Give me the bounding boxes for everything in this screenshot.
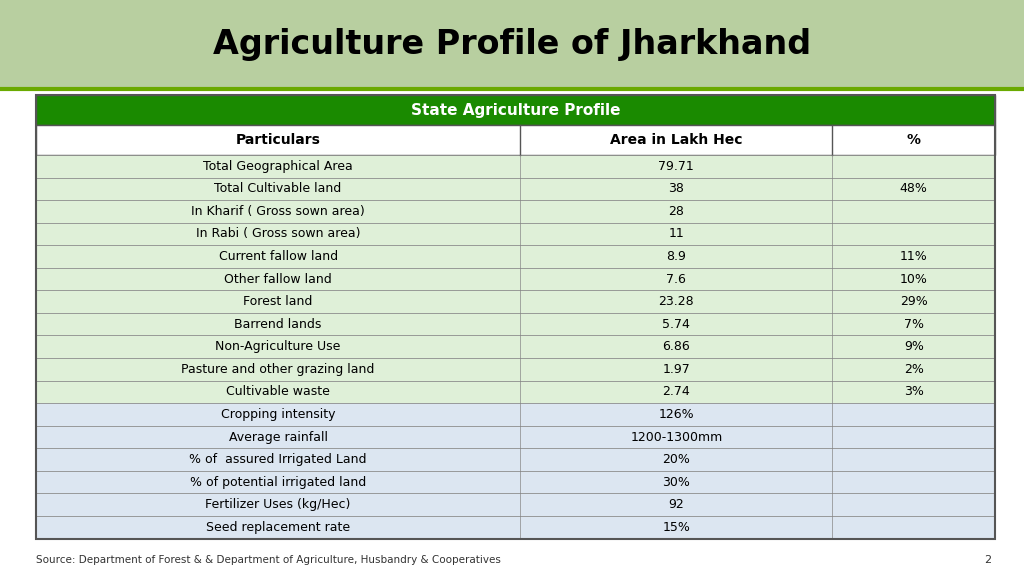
Text: 38: 38 [669,182,684,195]
Text: 11%: 11% [900,250,928,263]
Text: Forest land: Forest land [244,295,312,308]
Text: Cropping intensity: Cropping intensity [221,408,336,421]
Text: % of potential irrigated land: % of potential irrigated land [190,476,367,488]
Text: Current fallow land: Current fallow land [218,250,338,263]
Text: 8.9: 8.9 [667,250,686,263]
Text: 5.74: 5.74 [663,318,690,331]
Text: Agriculture Profile of Jharkhand: Agriculture Profile of Jharkhand [213,28,811,61]
Text: Seed replacement rate: Seed replacement rate [206,521,350,534]
FancyBboxPatch shape [36,448,995,471]
Text: 28: 28 [669,205,684,218]
FancyBboxPatch shape [36,177,995,200]
Text: 11: 11 [669,228,684,240]
Text: 2%: 2% [904,363,924,376]
Text: 9%: 9% [904,340,924,353]
FancyBboxPatch shape [36,335,995,358]
FancyBboxPatch shape [36,381,995,403]
FancyBboxPatch shape [36,290,995,313]
Text: Particulars: Particulars [236,133,321,147]
Text: Total Geographical Area: Total Geographical Area [203,160,353,173]
Text: 48%: 48% [900,182,928,195]
Text: 7%: 7% [904,318,924,331]
FancyBboxPatch shape [36,403,995,426]
FancyBboxPatch shape [36,95,995,125]
Text: 30%: 30% [663,476,690,488]
FancyBboxPatch shape [36,313,995,335]
Text: State Agriculture Profile: State Agriculture Profile [411,103,621,118]
Text: 20%: 20% [663,453,690,466]
Text: 126%: 126% [658,408,694,421]
Text: Fertilizer Uses (kg/Hec): Fertilizer Uses (kg/Hec) [206,498,351,511]
FancyBboxPatch shape [36,125,995,155]
FancyBboxPatch shape [36,471,995,494]
FancyBboxPatch shape [36,516,995,539]
FancyBboxPatch shape [36,426,995,448]
FancyBboxPatch shape [36,200,995,223]
FancyBboxPatch shape [36,494,995,516]
FancyBboxPatch shape [36,223,995,245]
Text: 2.74: 2.74 [663,385,690,399]
FancyBboxPatch shape [36,268,995,290]
Text: 7.6: 7.6 [667,272,686,286]
FancyBboxPatch shape [36,245,995,268]
Text: Average rainfall: Average rainfall [228,430,328,444]
Text: Source: Department of Forest & & Department of Agriculture, Husbandry & Cooperat: Source: Department of Forest & & Departm… [36,555,501,565]
Text: In Rabi ( Gross sown area): In Rabi ( Gross sown area) [196,228,360,240]
Text: Other fallow land: Other fallow land [224,272,332,286]
Text: Non-Agriculture Use: Non-Agriculture Use [215,340,341,353]
FancyBboxPatch shape [0,0,1024,89]
Text: % of  assured Irrigated Land: % of assured Irrigated Land [189,453,367,466]
Text: 79.71: 79.71 [658,160,694,173]
Text: 2: 2 [984,555,991,565]
FancyBboxPatch shape [36,155,995,177]
Text: %: % [907,133,921,147]
Text: 15%: 15% [663,521,690,534]
Text: 10%: 10% [900,272,928,286]
Text: 6.86: 6.86 [663,340,690,353]
Text: 92: 92 [669,498,684,511]
Text: Pasture and other grazing land: Pasture and other grazing land [181,363,375,376]
Text: 23.28: 23.28 [658,295,694,308]
Text: Area in Lakh Hec: Area in Lakh Hec [610,133,742,147]
Text: 1200-1300mm: 1200-1300mm [630,430,722,444]
Text: Total Cultivable land: Total Cultivable land [214,182,342,195]
Text: In Kharif ( Gross sown area): In Kharif ( Gross sown area) [191,205,365,218]
Text: 3%: 3% [904,385,924,399]
Text: 29%: 29% [900,295,928,308]
Text: Barrend lands: Barrend lands [234,318,322,331]
FancyBboxPatch shape [36,358,995,381]
Text: Cultivable waste: Cultivable waste [226,385,330,399]
Text: 1.97: 1.97 [663,363,690,376]
